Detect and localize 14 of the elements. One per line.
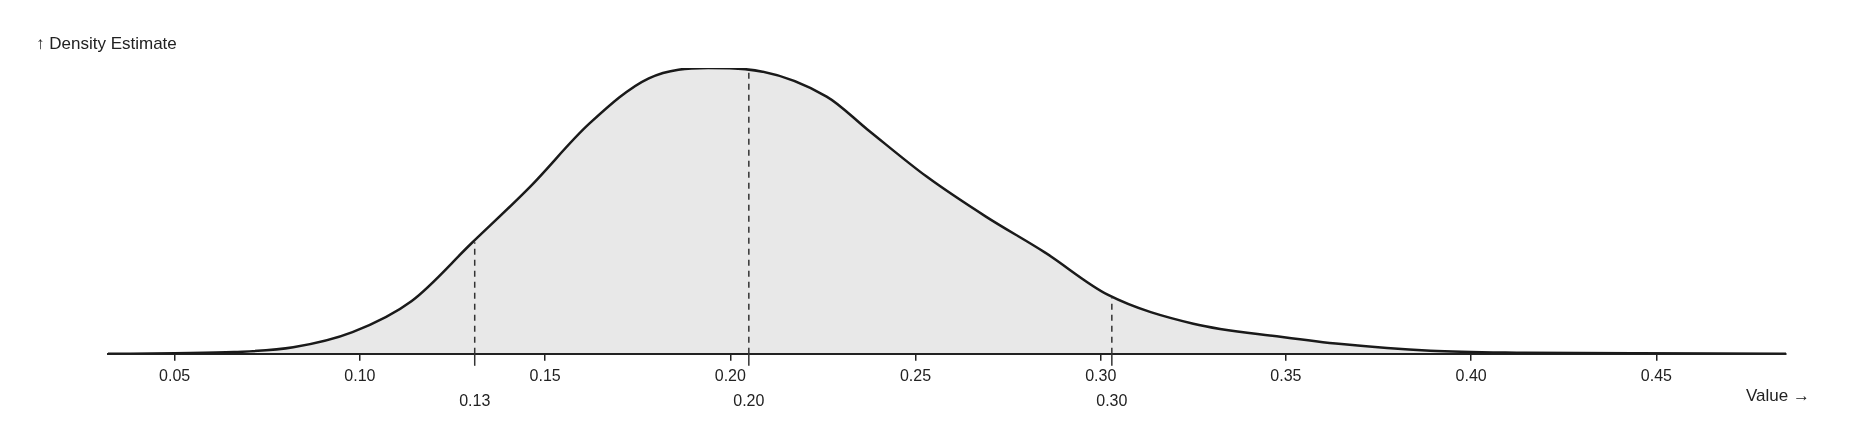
x-tick-label: 0.15: [529, 366, 561, 384]
x-tick-label: 0.25: [899, 366, 932, 384]
x-tick-label: 0.35: [1270, 366, 1302, 384]
x-axis-title: Value →: [1746, 386, 1810, 406]
y-axis-title: ↑ Density Estimate: [36, 34, 177, 54]
x-tick-label: 0.10: [344, 366, 376, 384]
x-tick-label: 0.45: [1640, 366, 1673, 384]
x-tick-label: 0.05: [159, 366, 191, 384]
x-tick-label: 0.40: [1455, 366, 1487, 384]
ref-line-label: 0.30: [1096, 392, 1128, 410]
x-tick-label: 0.30: [1085, 366, 1117, 384]
ref-line-label: 0.20: [733, 392, 765, 410]
ref-line-label: 0.13: [459, 392, 491, 410]
x-tick-label: 0.20: [714, 366, 746, 384]
